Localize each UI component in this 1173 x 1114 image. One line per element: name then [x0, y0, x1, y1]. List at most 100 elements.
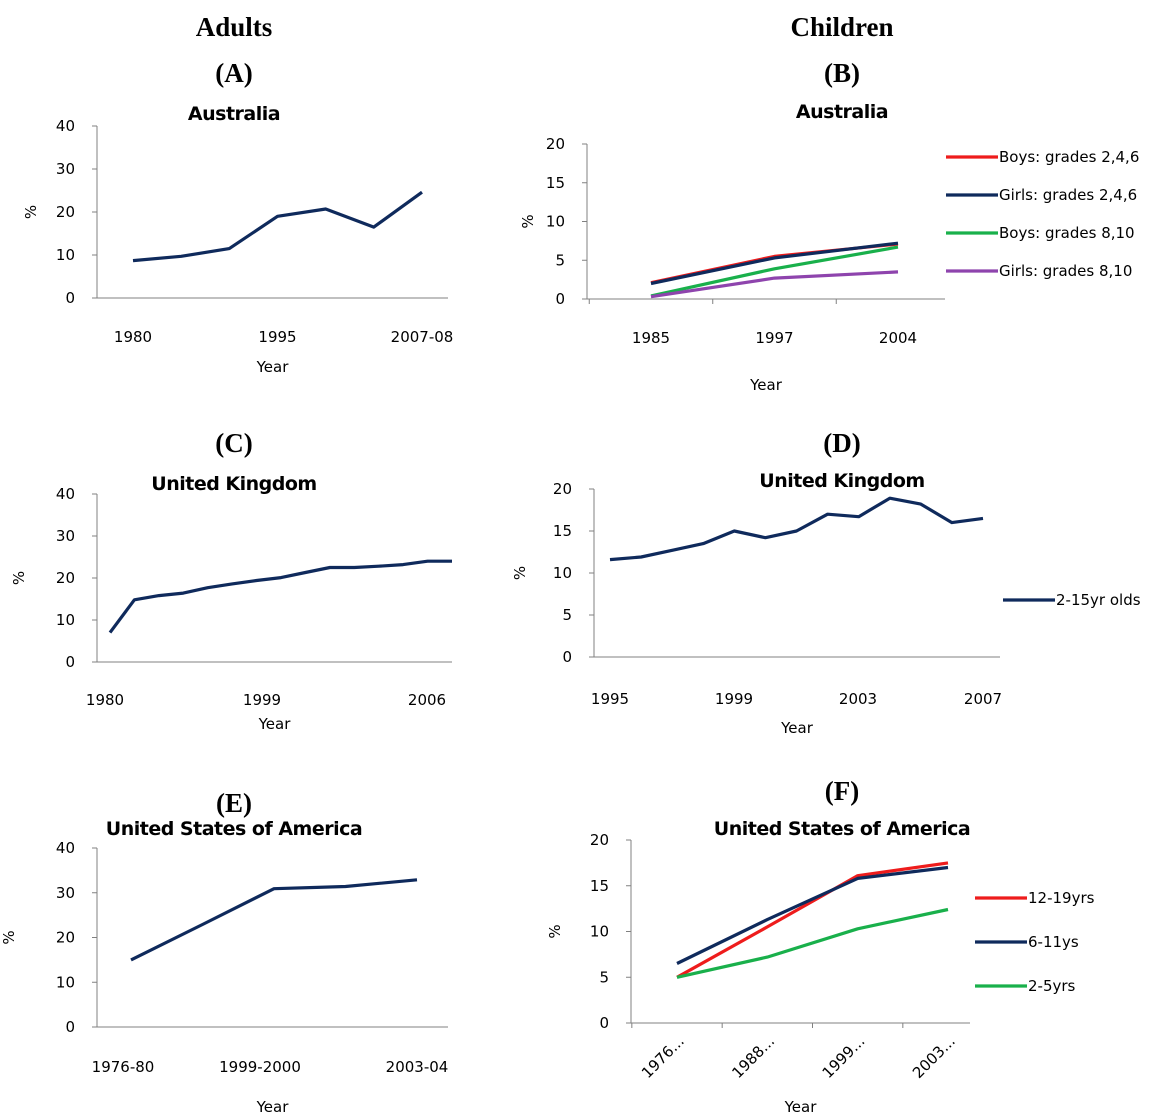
x-tick-label: 1995: [258, 328, 296, 346]
chart-title: United States of America: [714, 818, 970, 840]
chart-panel-b: (B) Australia 0 5 10 15 20% 1985 1997 2004 Year Boy…: [519, 58, 1139, 394]
legend-label: Boys: grades 8,10: [999, 224, 1135, 242]
chart-panel-f: (F) United States of America 0 5 10 15 20% 1976…: [546, 776, 1095, 1114]
series-line-2-5yrs: [676, 907, 949, 979]
y-tick-label: 10: [553, 564, 572, 582]
panel-label: (F): [825, 776, 859, 806]
x-tick-label: 1976-80: [92, 1058, 155, 1076]
x-tick-label: 1999...: [819, 1032, 869, 1082]
panel-label: (C): [215, 428, 252, 458]
legend-label: 2-5yrs: [1028, 977, 1076, 995]
legend-label: Girls: grades 2,4,6: [999, 186, 1137, 204]
legend-label: Girls: grades 8,10: [999, 262, 1132, 280]
y-tick-label: 10: [546, 213, 565, 231]
series-line-girls-grades-8-10: [650, 270, 899, 299]
y-tick-label: 40: [56, 117, 75, 135]
y-tick-label: 20: [56, 569, 75, 587]
x-tick-label: 1980: [86, 691, 124, 709]
panel-label: (D): [823, 428, 860, 458]
series-line-2-15yr-olds: [609, 496, 984, 562]
panel-label: (A): [215, 58, 252, 88]
chart-title: United Kingdom: [151, 473, 316, 495]
y-tick-label: 30: [56, 884, 75, 902]
y-tick-label: 30: [56, 160, 75, 178]
column-header-children: Children: [790, 12, 893, 42]
y-tick-label: 0: [65, 289, 75, 307]
y-tick-label: 20: [56, 929, 75, 947]
y-tick-label: 20: [546, 135, 565, 153]
y-tick-label: 20: [590, 831, 609, 849]
y-tick-label: 5: [555, 251, 565, 269]
x-tick-label: 2003...: [909, 1032, 959, 1082]
chart-panel-e: (E)United States of America 0 10 20 30 40% 197…: [0, 788, 448, 1114]
x-axis-label: Year: [258, 715, 292, 733]
x-axis-label: Year: [256, 1098, 290, 1114]
panel-label: (B): [824, 58, 860, 88]
series-line-main: [108, 559, 452, 634]
x-axis-label: Year: [256, 358, 290, 376]
series-line-12-19yrs: [676, 861, 949, 979]
y-tick-label: 20: [56, 203, 75, 221]
x-tick-label: 2003-04: [386, 1058, 449, 1076]
chart-title: Australia: [796, 101, 888, 123]
series-line-6-11ys: [676, 865, 949, 965]
x-tick-label: 2003: [839, 690, 877, 708]
y-tick-label: 40: [56, 485, 75, 503]
y-tick-label: 5: [562, 606, 572, 624]
x-axis-label: Year: [780, 719, 814, 737]
x-tick-label: 1997: [755, 329, 793, 347]
chart-panel-c: (C) United Kingdom 0 10 20 30 40% 1980 1999 2006 Y…: [10, 428, 452, 733]
y-tick-label: 15: [590, 877, 609, 895]
y-tick-label: 0: [599, 1014, 609, 1032]
y-tick-label: 0: [65, 1018, 75, 1036]
x-tick-label: 1985: [632, 329, 670, 347]
y-tick-label: 0: [65, 653, 75, 671]
y-axis-label: %: [511, 566, 529, 580]
series-line-boys-grades-8-10: [650, 245, 899, 298]
x-tick-label: 1988...: [728, 1032, 778, 1082]
y-tick-label: 0: [562, 648, 572, 666]
y-tick-label: 15: [546, 174, 565, 192]
x-axis-label: Year: [784, 1098, 818, 1114]
x-tick-label: 1980: [114, 328, 152, 346]
chart-panel-d: (D) United Kingdom 0 5 10 15 20% 1995 1999 2003 20…: [511, 428, 1141, 737]
y-axis-label: %: [0, 930, 18, 944]
y-axis-label: %: [22, 205, 40, 219]
y-tick-label: 15: [553, 522, 572, 540]
y-tick-label: 0: [555, 290, 565, 308]
column-header-adults: Adults: [196, 12, 273, 42]
y-tick-label: 30: [56, 527, 75, 545]
y-tick-label: 10: [56, 973, 75, 991]
x-tick-label: 1999-2000: [219, 1058, 301, 1076]
panel-label: (E): [216, 788, 252, 818]
x-tick-label: 1999: [243, 691, 281, 709]
chart-title: United Kingdom: [759, 470, 924, 492]
legend-label: 12-19yrs: [1028, 889, 1095, 907]
y-tick-label: 10: [590, 923, 609, 941]
y-tick-label: 40: [56, 839, 75, 857]
x-tick-label: 1976...: [638, 1032, 688, 1082]
y-tick-label: 5: [599, 968, 609, 986]
y-tick-label: 10: [56, 611, 75, 629]
series-line-main: [132, 190, 423, 263]
y-tick-label: 20: [553, 480, 572, 498]
chart-title: United States of America: [106, 818, 362, 840]
x-tick-label: 2006: [408, 691, 446, 709]
x-tick-label: 1995: [591, 690, 629, 708]
x-tick-label: 2004: [879, 329, 917, 347]
legend-label: Boys: grades 2,4,6: [999, 148, 1139, 166]
legend-label: 6-11ys: [1028, 933, 1079, 951]
chart-panel-a: (A) Australia 0 10 20 30 40% 1980 1995 2007-08 Yea…: [22, 58, 453, 376]
x-tick-label: 1999: [715, 690, 753, 708]
x-tick-label: 2007-08: [391, 328, 454, 346]
legend-label: 2-15yr olds: [1056, 591, 1141, 609]
y-tick-label: 10: [56, 246, 75, 264]
y-axis-label: %: [546, 924, 564, 938]
x-axis-label: Year: [749, 376, 783, 394]
chart-title: Australia: [188, 103, 280, 125]
x-tick-label: 2007: [964, 690, 1002, 708]
series-line-girls-grades-2-4-6: [650, 241, 899, 286]
series-line-main: [130, 878, 418, 962]
y-axis-label: %: [10, 571, 28, 585]
